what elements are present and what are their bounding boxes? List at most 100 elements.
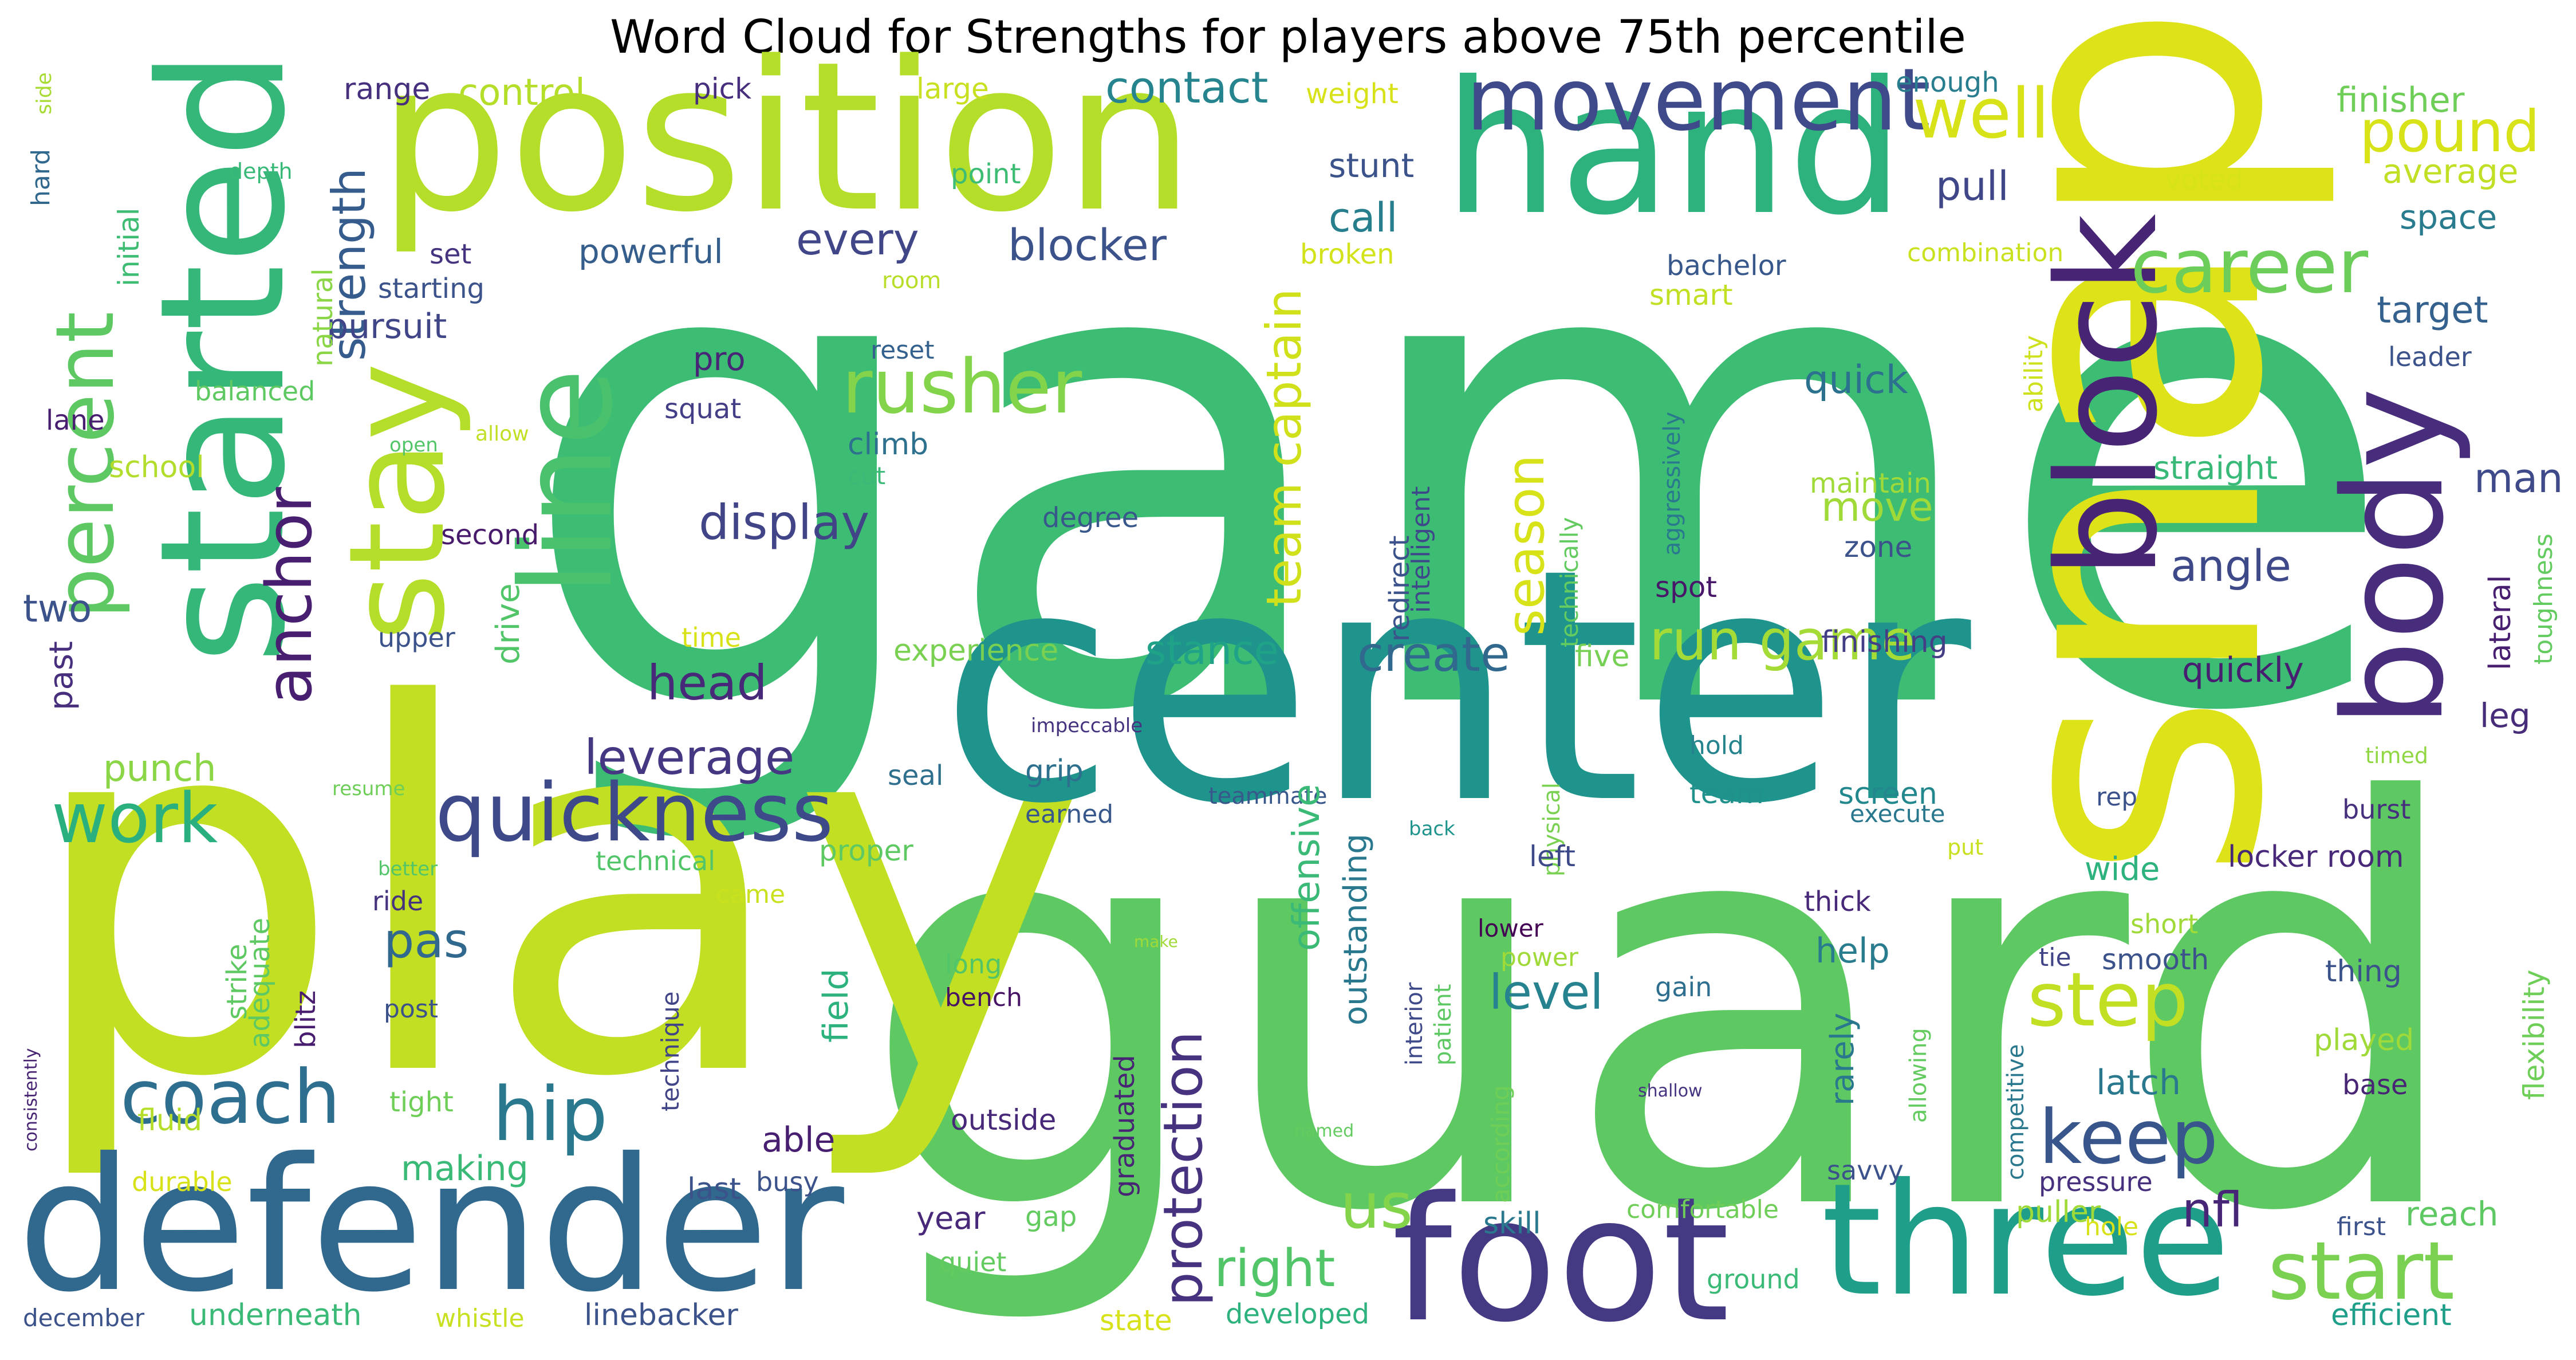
word: spot	[1655, 571, 1717, 604]
word: balanced	[195, 376, 316, 407]
word: enough	[1896, 66, 1999, 99]
word: drive	[490, 583, 527, 665]
word: hold	[1689, 731, 1744, 760]
word: intelligent	[1407, 486, 1436, 613]
word: patient	[1430, 984, 1456, 1066]
word: aggressively	[1659, 411, 1685, 556]
word: second	[441, 519, 539, 551]
word: came	[716, 880, 786, 909]
word: tight	[389, 1086, 454, 1118]
word: school	[109, 450, 204, 485]
word: whistle	[435, 1304, 525, 1333]
word: technical	[596, 846, 715, 876]
word: starting	[378, 273, 485, 305]
word: lower	[1478, 914, 1543, 942]
word: pursuit	[326, 306, 447, 347]
word: quickly	[2182, 650, 2304, 690]
word: pick	[693, 72, 752, 105]
word: named	[1294, 1121, 1354, 1141]
word: stay	[321, 362, 474, 642]
word: technique	[656, 991, 684, 1111]
word: right	[1214, 1239, 1336, 1299]
word: pro	[693, 341, 746, 378]
word: making	[401, 1149, 529, 1189]
word: weight	[1306, 78, 1399, 110]
word: competitive	[2003, 1044, 2029, 1180]
word: rusher	[842, 343, 1082, 430]
word: powerful	[578, 232, 723, 271]
word: reset	[871, 336, 935, 365]
word: adequate	[244, 917, 276, 1048]
word: wide	[2085, 851, 2160, 888]
word: quick	[1804, 357, 1908, 403]
word: depth	[229, 159, 293, 184]
word: interior	[1401, 982, 1428, 1066]
word: lateral	[2483, 575, 2518, 670]
word: start	[2268, 1225, 2455, 1318]
word: space	[2400, 198, 2498, 237]
word: according	[1487, 1085, 1515, 1203]
word: zone	[1844, 530, 1913, 564]
word: anchor	[253, 487, 326, 705]
word: finishing	[1821, 625, 1948, 659]
word: make	[1134, 932, 1178, 951]
word: fluid	[137, 1103, 203, 1138]
word: played	[2314, 1023, 2414, 1058]
word: voted	[2165, 164, 2243, 196]
word: control	[458, 72, 585, 114]
word: display	[699, 494, 870, 551]
word: base	[2342, 1069, 2408, 1101]
word: run game	[1649, 608, 1916, 673]
word: nfl	[2182, 1182, 2243, 1238]
word: execute	[1850, 800, 1945, 828]
word: better	[378, 858, 438, 881]
word: average	[2382, 152, 2519, 191]
word: graduated	[1109, 1055, 1141, 1197]
word: room	[882, 268, 942, 294]
word: move	[1821, 484, 1933, 530]
word: protection	[1152, 1031, 1215, 1306]
word: technically	[1555, 517, 1584, 647]
word: rep	[2096, 783, 2138, 812]
word: savvy	[1827, 1155, 1904, 1186]
word: experience	[893, 634, 1059, 668]
word: grip	[1025, 754, 1084, 788]
word: reach	[2405, 1194, 2499, 1233]
word: hard	[26, 148, 56, 206]
word: toughness	[2529, 533, 2558, 665]
word: angle	[2171, 540, 2291, 591]
word: short	[2130, 909, 2199, 940]
word: screen	[1838, 777, 1937, 811]
word: three	[1821, 1150, 2231, 1330]
word: consistently	[21, 1048, 41, 1151]
word: hand	[1443, 42, 1904, 256]
word: career	[2130, 223, 2369, 310]
word: set	[430, 238, 472, 270]
word: bench	[945, 983, 1022, 1012]
word: squat	[664, 393, 742, 425]
word: five	[1575, 639, 1630, 674]
word: guard	[859, 687, 2471, 1333]
word: long	[945, 949, 1002, 980]
word: allow	[475, 422, 529, 446]
word: movement	[1466, 50, 1931, 150]
word: thing	[2325, 954, 2402, 989]
word: work	[52, 779, 218, 859]
word: side	[33, 72, 56, 115]
word: straight	[2153, 450, 2278, 487]
word: ride	[372, 886, 424, 917]
word: shallow	[1638, 1081, 1703, 1101]
word: coach	[120, 1054, 341, 1141]
word: position	[378, 17, 1195, 257]
word: open	[389, 434, 438, 457]
word: range	[344, 72, 431, 107]
word: team captain	[1256, 288, 1312, 607]
word: state	[1100, 1304, 1172, 1337]
word: gain	[1655, 972, 1712, 1003]
word: offensive	[1286, 784, 1328, 951]
word: pound	[2360, 98, 2540, 165]
word: developed	[1226, 1298, 1370, 1330]
word: hole	[2085, 1212, 2139, 1241]
word: gap	[1025, 1201, 1077, 1233]
